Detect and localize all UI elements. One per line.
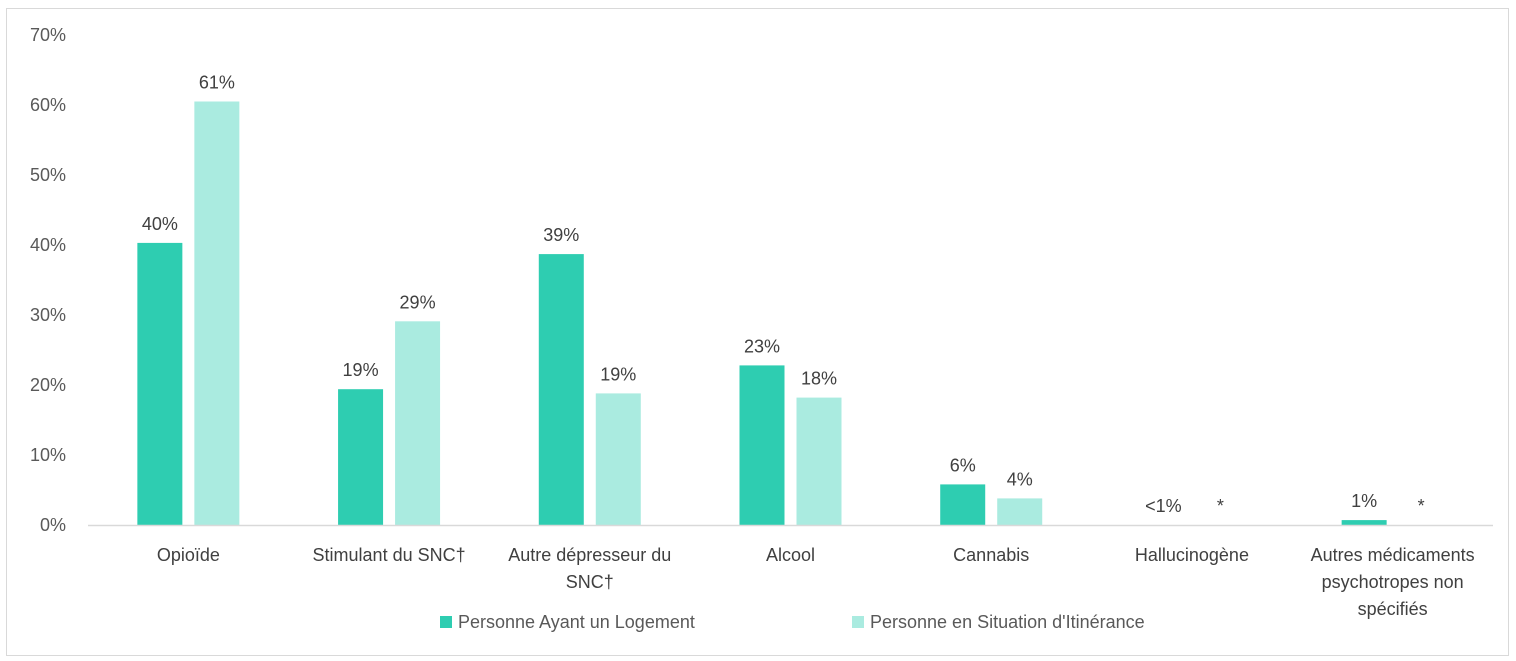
y-tick-label: 70%	[30, 25, 66, 45]
bar	[595, 393, 641, 525]
data-label: 19%	[343, 360, 379, 380]
chart-frame	[6, 8, 1509, 656]
y-tick-label: 10%	[30, 445, 66, 465]
data-label: 39%	[543, 225, 579, 245]
y-tick-label: 30%	[30, 305, 66, 325]
category-label: Stimulant du SNC†	[313, 545, 466, 565]
category-label: Cannabis	[953, 545, 1029, 565]
bar	[338, 389, 384, 525]
data-label: *	[1217, 496, 1224, 516]
data-label: <1%	[1145, 496, 1182, 516]
bar	[194, 101, 240, 525]
bar	[739, 365, 785, 525]
y-tick-label: 0%	[40, 515, 66, 535]
category-label: Autres médicaments	[1311, 545, 1475, 565]
legend-swatch	[852, 616, 864, 628]
legend-label: Personne Ayant un Logement	[458, 612, 695, 632]
bar	[395, 321, 441, 525]
data-label: *	[1418, 496, 1425, 516]
legend-swatch	[440, 616, 452, 628]
bar	[137, 242, 183, 525]
category-label: Autre dépresseur du	[508, 545, 671, 565]
y-tick-label: 60%	[30, 95, 66, 115]
data-label: 23%	[744, 336, 780, 356]
bar	[940, 484, 986, 525]
data-label: 61%	[199, 73, 235, 93]
bar	[997, 498, 1043, 525]
bar	[538, 254, 584, 525]
data-label: 29%	[400, 292, 436, 312]
y-tick-label: 40%	[30, 235, 66, 255]
bar	[1341, 520, 1387, 525]
data-label: 1%	[1351, 491, 1377, 511]
category-label: SNC†	[566, 572, 614, 592]
y-tick-label: 50%	[30, 165, 66, 185]
data-label: 19%	[600, 364, 636, 384]
category-label: Opioïde	[157, 545, 220, 565]
data-label: 6%	[950, 455, 976, 475]
data-label: 40%	[142, 214, 178, 234]
data-label: 18%	[801, 369, 837, 389]
y-tick-label: 20%	[30, 375, 66, 395]
data-label: 4%	[1007, 469, 1033, 489]
bar	[796, 397, 842, 525]
category-label: spécifiés	[1358, 599, 1428, 619]
category-label: Alcool	[766, 545, 815, 565]
category-label: psychotropes non	[1322, 572, 1464, 592]
category-label: Hallucinogène	[1135, 545, 1249, 565]
legend-label: Personne en Situation d'Itinérance	[870, 612, 1145, 632]
